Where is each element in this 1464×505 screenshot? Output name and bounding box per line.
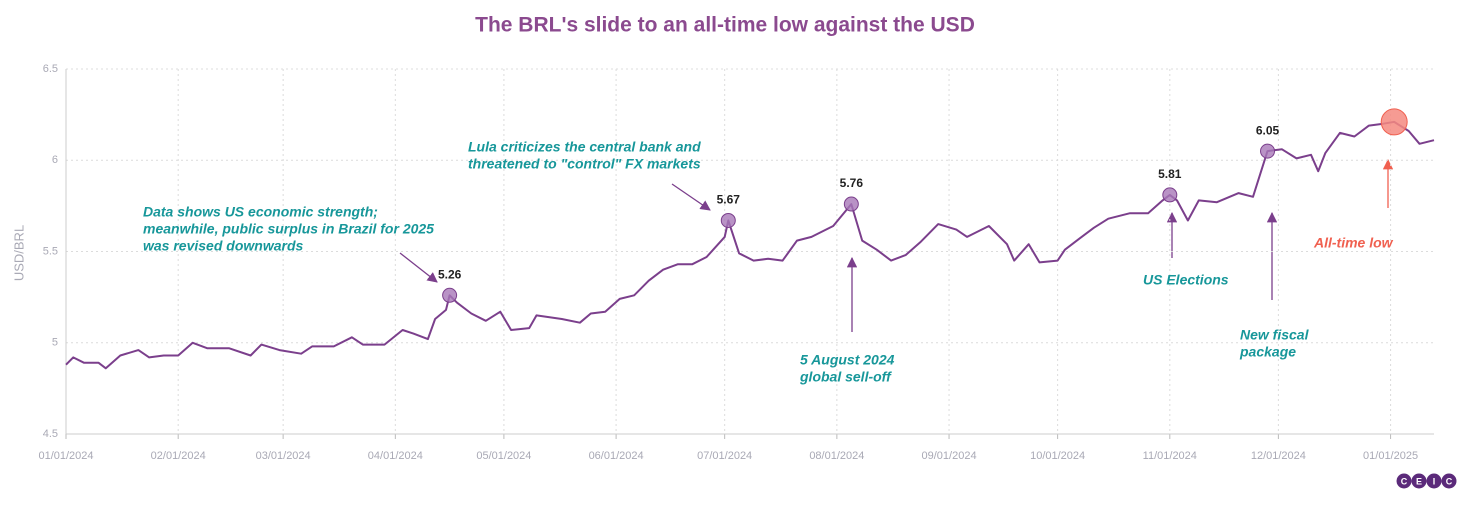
x-tick-label: 01/01/2024 (38, 450, 93, 462)
point-label: 6.05 (1256, 123, 1280, 137)
annotation: meanwhile, public surplus in Brazil for … (143, 221, 434, 237)
logo-letter: C (1446, 476, 1453, 486)
x-tick-label: 05/01/2024 (476, 450, 531, 462)
highlight-point (442, 287, 458, 303)
logo-circle (1426, 473, 1442, 489)
y-tick-label: 4.5 (43, 428, 58, 440)
point-label: 5.26 (438, 267, 462, 281)
annotation: Data shows US economic strength; (143, 204, 378, 220)
arrow (399, 252, 438, 283)
annotation: All-time low (1313, 235, 1394, 251)
x-tick-label: 10/01/2024 (1030, 450, 1085, 462)
annotation: package (1239, 344, 1296, 360)
arrow (671, 183, 711, 211)
annotation: global sell-off (799, 369, 892, 385)
highlight-point (720, 212, 736, 228)
arrows (399, 158, 1394, 332)
highlight-point (1162, 187, 1178, 203)
low-point (1380, 108, 1408, 136)
annotation: Lula criticizes the central bank and (468, 139, 701, 155)
logo-letter: C (1401, 476, 1408, 486)
x-tick-label: 02/01/2024 (151, 450, 206, 462)
point-label: 5.67 (717, 193, 741, 207)
logo-circle (1411, 473, 1427, 489)
y-axis-label: USD/BRL (11, 225, 26, 281)
y-tick-label: 6 (52, 154, 58, 166)
x-tick-label: 08/01/2024 (809, 450, 864, 462)
annotation: US Elections (1143, 272, 1229, 288)
highlight-point (1260, 143, 1276, 159)
x-tick-label: 06/01/2024 (589, 450, 644, 462)
data-line (65, 120, 1435, 370)
logo-letter: I (1433, 476, 1436, 486)
x-tick-label: 07/01/2024 (697, 450, 752, 462)
annotation: 5 August 2024 (800, 352, 895, 368)
y-tick-label: 5.5 (43, 245, 58, 257)
logo-letter: E (1416, 476, 1422, 486)
annotation: New fiscal (1240, 327, 1310, 343)
logo-circle (1441, 473, 1457, 489)
annotation: threatened to "control" FX markets (468, 156, 701, 172)
chart-title: The BRL's slide to an all-time low again… (475, 14, 975, 37)
x-tick-label: 12/01/2024 (1251, 450, 1306, 462)
logo-circle (1396, 473, 1412, 489)
annotation: was revised downwards (143, 238, 303, 254)
highlight-point (843, 196, 859, 212)
point-label: 5.81 (1158, 167, 1182, 181)
y-tick-label: 5 (52, 337, 58, 349)
point-label: 5.76 (840, 176, 864, 190)
x-tick-label: 03/01/2024 (256, 450, 311, 462)
x-tick-label: 04/01/2024 (368, 450, 423, 462)
x-tick-label: 09/01/2024 (922, 450, 977, 462)
y-tick-label: 6.5 (43, 63, 58, 75)
x-tick-label: 11/01/2024 (1143, 450, 1197, 462)
x-tick-label: 01/01/2025 (1363, 450, 1418, 462)
